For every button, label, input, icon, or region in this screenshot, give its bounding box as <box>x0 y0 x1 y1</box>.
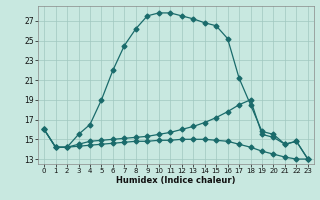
X-axis label: Humidex (Indice chaleur): Humidex (Indice chaleur) <box>116 176 236 185</box>
